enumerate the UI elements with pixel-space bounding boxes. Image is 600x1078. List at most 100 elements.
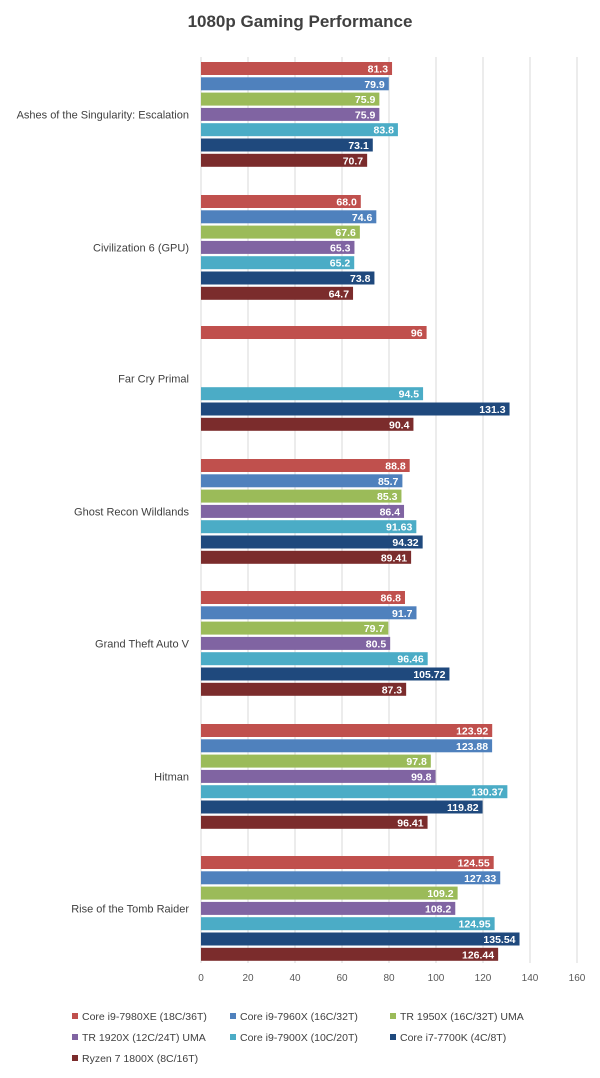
bar [201, 901, 456, 915]
data-labels: 81.3 79.9 75.9 75.9 83.8 73.1 70.7 68.0 74.6 67.6… [329, 64, 516, 962]
bar [201, 856, 494, 869]
data-label: 86.8 [381, 593, 402, 605]
data-label: 94.32 [392, 537, 418, 549]
chart-title: 1080p Gaming Performance [188, 12, 413, 31]
legend-swatch [72, 1055, 78, 1061]
data-label: 79.7 [364, 623, 385, 635]
bar [201, 621, 389, 635]
x-tick-label: 120 [475, 973, 492, 984]
bar [201, 769, 436, 783]
bar [201, 815, 428, 829]
legend-swatch [390, 1013, 396, 1019]
data-label: 75.9 [355, 109, 376, 121]
x-tick-label: 100 [428, 973, 445, 984]
data-label: 96.46 [397, 654, 423, 666]
category-label: Far Cry Primal [118, 373, 189, 385]
bar [201, 92, 380, 106]
bars [201, 62, 520, 961]
bar [201, 591, 405, 604]
bar [201, 917, 495, 931]
bar [201, 77, 389, 91]
bar [201, 474, 403, 488]
category-label: Grand Theft Auto V [95, 638, 190, 650]
data-label: 130.37 [471, 787, 503, 799]
x-tick-label: 20 [242, 973, 254, 984]
legend-label: Ryzen 7 1800X (8C/16T) [82, 1053, 198, 1065]
bar [201, 947, 499, 961]
data-label: 97.8 [406, 756, 427, 768]
bar [201, 504, 405, 518]
bar [201, 489, 402, 503]
data-label: 124.55 [458, 858, 490, 870]
bar [201, 326, 427, 339]
data-label: 87.3 [382, 684, 403, 696]
bar [201, 210, 377, 224]
data-label: 119.82 [447, 802, 479, 814]
data-label: 96.41 [397, 817, 423, 829]
bar [201, 225, 360, 239]
bar [201, 123, 398, 137]
legend-swatch [230, 1034, 236, 1040]
category-label: Ashes of the Singularity: Escalation [17, 109, 189, 121]
bar [201, 606, 417, 620]
data-label: 65.3 [330, 242, 351, 254]
data-label: 64.7 [329, 288, 350, 300]
legend-swatch [72, 1034, 78, 1040]
bar [201, 240, 355, 254]
bar [201, 739, 493, 753]
bar [201, 871, 501, 885]
category-label: Ghost Recon Wildlands [74, 506, 189, 518]
bar [201, 107, 380, 121]
category-labels: Ashes of the Singularity: Escalation Civi… [17, 109, 190, 915]
data-label: 127.33 [464, 873, 496, 885]
bar [201, 417, 414, 431]
data-label: 135.54 [483, 934, 515, 946]
data-label: 65.2 [330, 258, 351, 270]
category-label: Hitman [154, 771, 189, 783]
data-label: 105.72 [413, 669, 445, 681]
legend-label: Core i9-7960X (16C/32T) [240, 1011, 358, 1023]
data-label: 81.3 [368, 64, 389, 76]
data-label: 83.8 [373, 125, 394, 137]
legend-swatch [230, 1013, 236, 1019]
bar [201, 256, 355, 270]
bar [201, 636, 391, 650]
bar [201, 932, 520, 946]
bar [201, 402, 510, 416]
bar [201, 387, 424, 401]
data-label: 79.9 [364, 79, 385, 91]
x-tick-label: 140 [522, 973, 539, 984]
bar [201, 724, 493, 737]
bar [201, 62, 393, 75]
bar [201, 459, 410, 472]
data-label: 94.5 [399, 389, 420, 401]
bar [201, 550, 412, 564]
data-label: 109.2 [427, 888, 453, 900]
category-label: Rise of the Tomb Raider [71, 903, 189, 915]
bar [201, 754, 431, 768]
legend-label: TR 1950X (16C/32T) UMA [400, 1011, 524, 1023]
data-label: 85.7 [378, 476, 399, 488]
x-tick-label: 0 [198, 973, 204, 984]
data-label: 73.8 [350, 273, 371, 285]
data-label: 123.88 [456, 741, 488, 753]
bar [201, 667, 450, 681]
bar [201, 652, 428, 666]
data-label: 74.6 [352, 212, 373, 224]
bar [201, 153, 368, 167]
x-tick-label: 40 [289, 973, 301, 984]
data-label: 91.63 [386, 522, 412, 534]
data-label: 88.8 [385, 461, 406, 473]
x-tick-label: 60 [336, 973, 348, 984]
legend-label: Core i9-7900X (10C/20T) [240, 1032, 358, 1044]
legend-swatch [390, 1034, 396, 1040]
data-label: 108.2 [425, 903, 451, 915]
bar [201, 138, 373, 152]
legend: Core i9-7980XE (18C/36T) Core i9-7960X (1… [72, 1011, 524, 1065]
data-label: 99.8 [411, 771, 432, 783]
data-label: 90.4 [389, 419, 410, 431]
data-label: 89.41 [381, 552, 407, 564]
bar [201, 271, 375, 285]
